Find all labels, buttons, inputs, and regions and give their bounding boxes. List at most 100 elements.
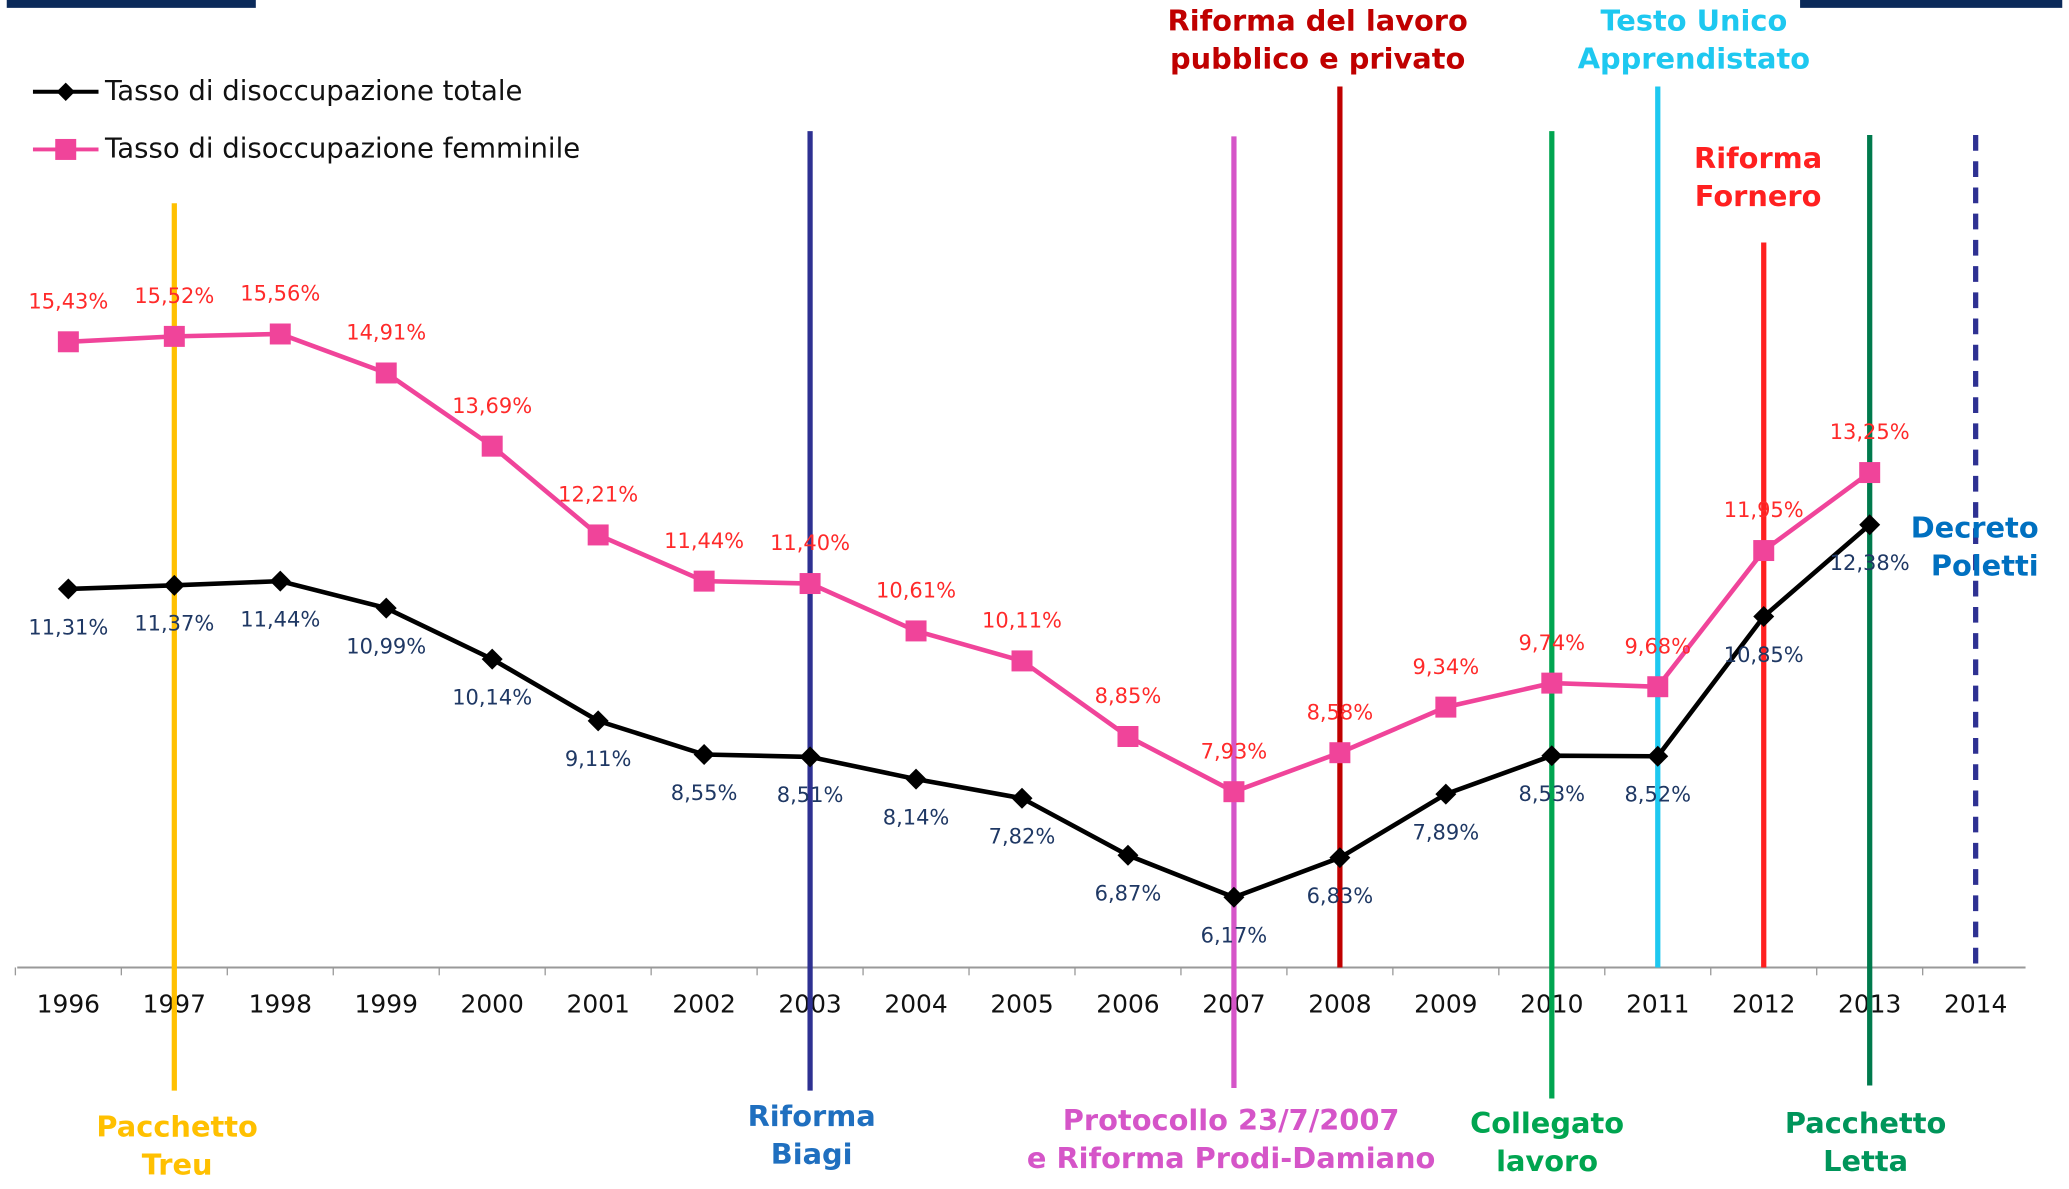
value-label: 11,40% [770,531,850,555]
value-label: 15,43% [28,289,108,313]
annotation-text: Poletti [1931,549,2039,583]
marker [799,573,821,595]
marker [481,435,503,457]
marker [1647,676,1669,698]
annotation-text: Treu [142,1148,213,1182]
annotation-text: Biagi [771,1137,853,1171]
marker [1223,886,1245,908]
legend-marker [55,138,77,160]
x-tick-label: 2008 [1308,989,1371,1018]
marker [693,744,715,765]
legend-label: Tasso di disoccupazione femminile [104,132,580,164]
annotation-text: Apprendistato [1578,41,1810,75]
marker [587,710,609,732]
marker [1329,847,1351,869]
annotation-text: Riforma [1694,141,1822,175]
annotation-text: pubblico e privato [1170,41,1465,75]
marker [1435,696,1457,718]
marker [57,578,79,600]
value-label: 6,83% [1307,884,1374,908]
value-label: 8,51% [777,783,844,807]
value-label: 10,85% [1724,643,1804,667]
legend-label: Tasso di disoccupazione totale [104,75,522,107]
marker [905,768,927,790]
x-tick-label: 2001 [566,989,629,1018]
x-tick-label: 2004 [884,989,947,1018]
marker [375,597,397,619]
value-label: 12,21% [558,483,638,507]
corner-bar [1800,0,2063,8]
marker [57,331,79,353]
x-tick-label: 2011 [1626,989,1689,1018]
x-tick-label: 1996 [37,989,100,1018]
annotation-text: Collegato [1470,1106,1624,1140]
marker [481,648,503,670]
value-label: 11,44% [664,529,744,553]
marker [269,570,291,592]
x-tick-label: 2002 [672,989,735,1018]
marker [905,620,927,642]
value-label: 10,99% [346,634,426,658]
annotation-text: Decreto [1911,511,2039,545]
annotation-text: Letta [1823,1144,1908,1178]
annotation-text: Pacchetto [96,1110,257,1144]
annotation-text: Testo Unico [1600,3,1787,37]
marker [1541,672,1563,694]
value-label: 7,93% [1201,739,1268,763]
annotation-text: Pacchetto [1785,1106,1946,1140]
x-tick-label: 2012 [1732,989,1795,1018]
marker [1117,844,1139,866]
value-label: 9,11% [565,747,632,771]
value-label: 10,11% [982,609,1062,633]
marker [1329,742,1351,764]
marker [587,524,609,546]
marker [1753,540,1775,562]
annotation-text: Fornero [1695,179,1822,213]
marker [1541,745,1563,767]
corner-bar [6,0,256,8]
value-label: 12,38% [1830,551,1910,575]
marker [1223,781,1245,803]
value-label: 13,69% [452,394,532,418]
legend-marker [56,82,75,101]
value-label: 11,37% [134,612,214,636]
marker [1859,462,1881,484]
x-tick-label: 1998 [249,989,312,1018]
marker [163,574,185,596]
x-tick-label: 1999 [355,989,418,1018]
value-label: 8,14% [883,805,950,829]
x-tick-label: 2014 [1944,989,2007,1018]
value-label: 11,95% [1724,498,1804,522]
value-label: 15,52% [134,284,214,308]
marker [1011,787,1033,809]
marker [163,325,185,347]
value-label: 8,55% [671,781,738,805]
marker [1435,783,1457,805]
value-label: 8,53% [1519,782,1586,806]
value-label: 10,61% [876,579,956,603]
marker [799,746,821,768]
value-label: 9,34% [1413,655,1480,679]
annotation-text: lavoro [1496,1144,1598,1178]
annotation-text: e Riforma Prodi-Damiano [1027,1141,1435,1175]
value-label: 9,74% [1519,631,1586,655]
x-tick-label: 2006 [1096,989,1159,1018]
value-label: 7,82% [989,825,1056,849]
annotation-text: Riforma del lavoro [1168,3,1468,37]
value-label: 10,14% [452,685,532,709]
marker [1117,726,1139,747]
value-label: 8,85% [1095,684,1162,708]
marker [693,570,715,592]
marker [1647,745,1669,767]
value-label: 8,58% [1307,700,1374,724]
x-tick-label: 2005 [990,989,1053,1018]
series-line [68,331,1872,795]
x-tick-label: 2000 [461,989,524,1018]
value-label: 15,56% [240,282,320,306]
marker [269,323,291,345]
value-label: 8,52% [1624,783,1691,807]
annotation-text: Protocollo 23/7/2007 [1063,1103,1400,1137]
value-label: 7,89% [1413,820,1480,844]
value-label: 13,25% [1830,420,1910,444]
annotation-text: Riforma [748,1099,876,1133]
